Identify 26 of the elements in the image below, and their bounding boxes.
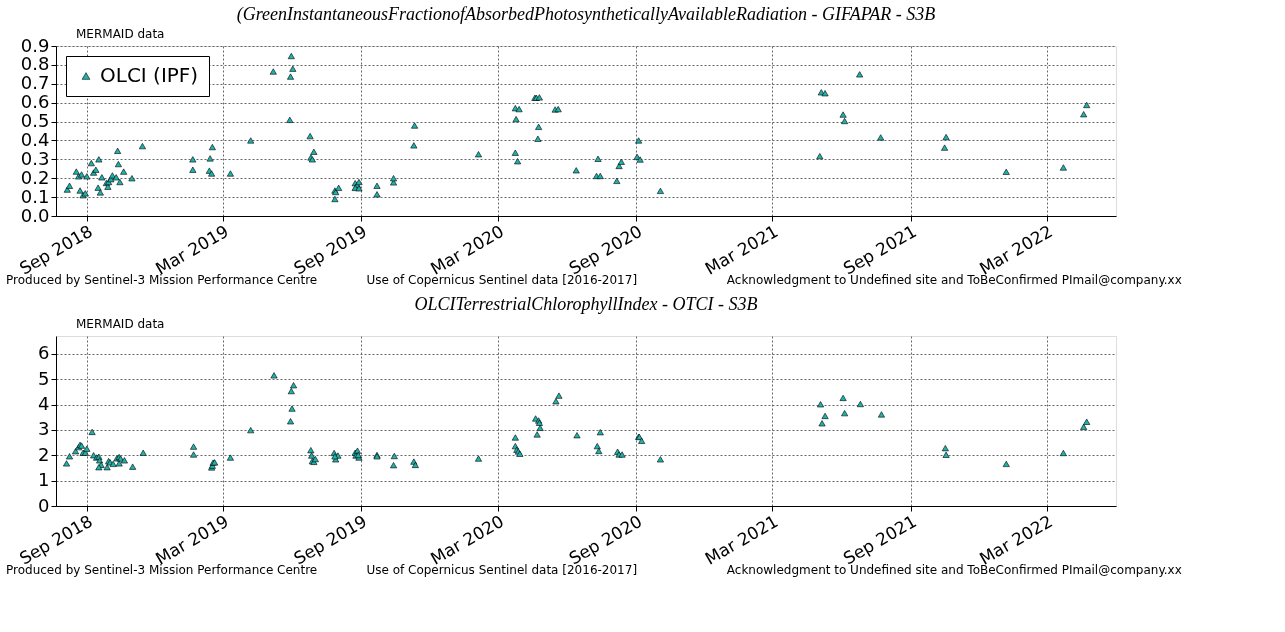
legend-label: OLCI (IPF) [100, 63, 199, 87]
y-tick-label: 5 [38, 367, 50, 389]
text: Acknowledgment to Undefined site and ToBeConfirmed PImail@company.xx [726, 273, 1182, 287]
text: MERMAID data [76, 317, 165, 331]
y-tick-label: 1 [38, 469, 50, 491]
chart-title: (GreenInstantaneousFractionofAbsorbedPhotosyntheticallyAvailableRadiation - GIFAPAR - S3B [236, 4, 936, 25]
y-tick-label: 0.2 [20, 166, 50, 188]
y-tick-label: 2 [38, 443, 50, 465]
text: Use of Copernicus Sentinel data [2016-2017] [366, 273, 638, 287]
text: MERMAID data [76, 27, 165, 41]
y-tick-label: 0.0 [20, 204, 50, 226]
text: Produced by Sentinel-3 Mission Performance Centre [6, 563, 318, 577]
y-tick-label: 3 [38, 418, 50, 440]
y-tick-label: 0.7 [20, 72, 50, 94]
text: Acknowledgment to Undefined site and ToBeConfirmed PImail@company.xx [726, 563, 1182, 577]
y-tick-label: 0.8 [20, 53, 50, 75]
y-tick-label: 0 [38, 494, 50, 516]
y-tick-label: 0.9 [20, 34, 50, 56]
y-tick-label: 6 [38, 342, 50, 364]
y-tick-label: 4 [38, 393, 50, 415]
y-tick-label: 0.6 [20, 91, 50, 113]
chart-title: OLCITerrestrialChlorophyllIndex - OTCI - S3B [414, 294, 758, 314]
text: Use of Copernicus Sentinel data [2016-2017] [366, 563, 638, 577]
y-tick-label: 0.3 [20, 147, 50, 169]
text: Produced by Sentinel-3 Mission Performance Centre [6, 273, 318, 287]
y-tick-label: 0.1 [20, 185, 50, 207]
